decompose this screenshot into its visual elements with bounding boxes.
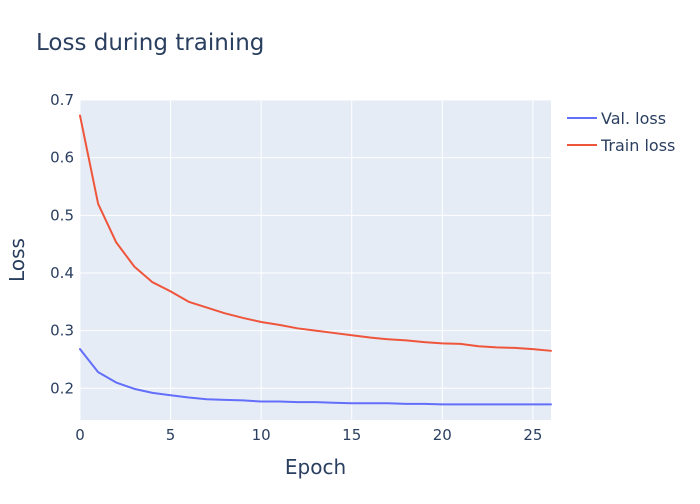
x-tick-label: 5	[166, 426, 176, 444]
y-tick-label: 0.2	[50, 379, 74, 397]
x-tick-label: 10	[252, 426, 271, 444]
x-tick-label: 15	[342, 426, 361, 444]
y-tick-label: 0.6	[50, 149, 74, 167]
legend-label-val-loss: Val. loss	[601, 109, 666, 128]
y-tick-label: 0.4	[50, 264, 74, 282]
x-tick-label: 20	[433, 426, 452, 444]
legend-item-train-loss[interactable]: Train loss	[567, 136, 675, 155]
y-tick-label: 0.3	[50, 322, 74, 340]
series-line-train-loss[interactable]	[79, 114, 552, 352]
series-layer	[79, 114, 552, 406]
legend-label-train-loss: Train loss	[600, 136, 675, 155]
legend: Val. loss Train loss	[567, 109, 675, 155]
chart-title: Loss during training	[36, 30, 264, 56]
x-tick-label: 0	[75, 426, 85, 444]
y-axis-title: Loss	[5, 238, 29, 282]
tick-layer: 0 5 10 15 20 25 0.2 0.3 0.4 0.5 0.6 0.7	[50, 91, 542, 444]
y-tick-label: 0.5	[50, 206, 74, 224]
grid-layer	[79, 99, 551, 420]
y-tick-label: 0.7	[50, 91, 74, 109]
plot-area	[80, 100, 551, 420]
x-axis-title: Epoch	[285, 455, 346, 479]
series-line-val-loss[interactable]	[79, 348, 552, 406]
legend-item-val-loss[interactable]: Val. loss	[567, 109, 666, 128]
x-tick-label: 25	[523, 426, 542, 444]
